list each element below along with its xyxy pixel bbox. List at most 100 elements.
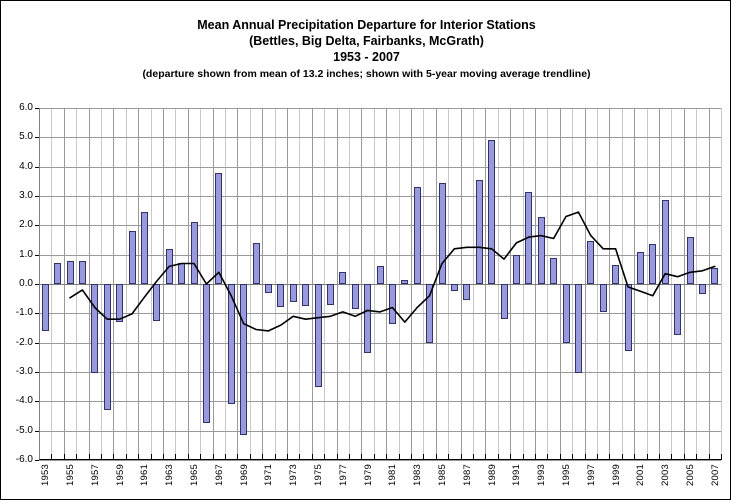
gridline-horizontal — [39, 284, 721, 285]
chart-title-line-2: (Bettles, Big Delta, Fairbanks, McGrath) — [249, 34, 484, 48]
x-axis-tick-mark — [547, 454, 548, 460]
x-axis-tick-mark — [324, 454, 325, 460]
gridline-horizontal — [39, 401, 721, 402]
bar — [488, 140, 496, 284]
bar — [388, 284, 396, 324]
x-axis-tick-label: 1971 — [263, 464, 275, 486]
bar — [401, 279, 409, 284]
x-axis-tick-label: 1995 — [561, 464, 572, 486]
bar — [413, 187, 421, 284]
y-axis-tick-mark — [35, 137, 39, 138]
gridline-horizontal — [39, 167, 721, 168]
x-axis-tick-mark — [684, 454, 685, 460]
y-axis: 6.0 5.0 4.0 3.0 2.0 1.0 0.0 -1.0 -2.0 -3.0 -4.0 -5.… — [1, 103, 39, 465]
x-axis-tick-mark — [188, 454, 189, 460]
trendline-path — [69, 211, 716, 332]
x-axis-tick-mark — [237, 454, 238, 460]
bar — [252, 242, 260, 284]
bar — [215, 172, 223, 284]
bar — [612, 264, 620, 284]
bar — [190, 222, 198, 284]
chart-title-line-3: 1953 - 2007 — [333, 50, 400, 64]
x-axis-tick-mark — [225, 454, 226, 460]
x-axis-tick-mark — [163, 454, 164, 460]
bar — [674, 284, 682, 336]
x-axis-tick-label: 1959 — [114, 464, 126, 486]
bar — [463, 284, 471, 301]
y-axis-tick-mark — [35, 167, 39, 168]
plot-frame — [39, 108, 721, 460]
x-axis-tick-label: 1965 — [189, 464, 200, 486]
bar — [500, 284, 508, 320]
chart-title-line-1: Mean Annual Precipitation Departure for … — [197, 18, 536, 32]
gridline-horizontal — [39, 431, 721, 432]
x-axis-tick-label: 1997 — [585, 464, 597, 486]
x-axis-tick-mark — [89, 454, 90, 460]
y-axis-tick-mark — [35, 196, 39, 197]
x-axis-tick-mark — [374, 454, 375, 460]
bar — [128, 231, 136, 284]
x-axis-tick-mark — [64, 454, 65, 460]
y-axis-tick-mark — [35, 372, 39, 373]
x-axis-tick-label: 1983 — [412, 464, 424, 486]
bar — [574, 284, 582, 374]
chart-title-block: Mean Annual Precipitation Departure for … — [1, 17, 730, 82]
x-axis-tick-label: 1975 — [313, 464, 324, 486]
bar — [289, 284, 297, 302]
x-axis-tick-mark — [622, 454, 623, 460]
y-axis-tick-mark — [35, 284, 39, 285]
gridline-horizontal — [39, 372, 721, 373]
y-axis-tick-label: -1.0 — [15, 307, 33, 318]
x-axis-tick-mark — [151, 454, 152, 460]
x-axis-tick-mark — [411, 454, 412, 460]
x-axis-tick-mark — [572, 454, 573, 460]
x-axis-tick-mark — [634, 454, 635, 460]
x-axis-tick-mark — [126, 454, 127, 460]
plot-area — [39, 108, 722, 461]
x-axis-tick-label: 1993 — [536, 464, 548, 486]
bar — [302, 284, 310, 306]
x-axis-tick-label: 1955 — [65, 464, 76, 486]
bar — [475, 179, 483, 284]
y-axis-tick-mark — [35, 343, 39, 344]
bar — [339, 272, 347, 284]
bar — [649, 244, 657, 284]
x-axis-tick-mark — [585, 454, 586, 460]
bar — [512, 254, 520, 284]
bar — [450, 284, 458, 292]
y-axis-tick-mark — [35, 255, 39, 256]
x-axis-tick-mark — [275, 454, 276, 460]
bar — [264, 284, 272, 293]
trendline-series — [69, 211, 716, 332]
y-axis-tick-label: 4.0 — [19, 161, 33, 172]
bar — [599, 284, 607, 312]
bar — [636, 251, 644, 284]
x-axis-tick-label: 2005 — [685, 464, 696, 486]
y-axis-tick-mark — [35, 225, 39, 226]
x-axis-tick-mark — [448, 454, 449, 460]
x-axis-tick-label: 2001 — [635, 464, 647, 486]
x-axis-tick-mark — [696, 454, 697, 460]
x-axis-tick-mark — [138, 454, 139, 460]
x-axis-tick-mark — [659, 454, 660, 460]
x-axis-tick-mark — [175, 454, 176, 460]
x-axis-tick-label: 1987 — [461, 464, 473, 486]
x-axis-tick-mark — [399, 454, 400, 460]
bar — [562, 284, 570, 343]
x-axis-tick-label: 2003 — [660, 464, 672, 486]
x-axis-tick-label: 1953 — [40, 464, 52, 486]
x-axis-tick-mark — [337, 454, 338, 460]
bar — [153, 284, 161, 321]
x-axis-tick-mark — [349, 454, 350, 460]
bar — [91, 284, 99, 374]
x-axis-tick-mark — [213, 454, 214, 460]
bar — [364, 284, 372, 353]
bar — [438, 182, 446, 284]
x-axis-tick-label: 1957 — [89, 464, 101, 486]
x-axis-tick-mark — [523, 454, 524, 460]
bar — [537, 216, 545, 284]
y-axis-tick-label: 3.0 — [19, 190, 33, 201]
y-axis-tick-label: 1.0 — [19, 249, 33, 260]
y-axis-tick-label: -3.0 — [15, 366, 33, 377]
gridline-horizontal — [39, 313, 721, 314]
